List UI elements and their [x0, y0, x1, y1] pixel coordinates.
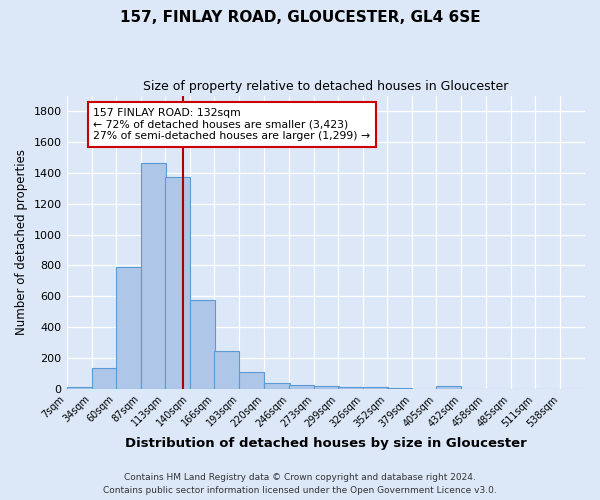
Bar — [190, 300, 215, 389]
Bar — [165, 176, 190, 389]
Bar — [387, 388, 412, 389]
Text: Contains HM Land Registry data © Crown copyright and database right 2024.
Contai: Contains HM Land Registry data © Crown c… — [103, 474, 497, 495]
Bar — [436, 386, 461, 389]
Bar — [214, 351, 239, 389]
Bar — [363, 387, 388, 389]
Bar — [338, 386, 363, 389]
Y-axis label: Number of detached properties: Number of detached properties — [15, 149, 28, 335]
Bar — [116, 267, 141, 389]
Bar — [92, 368, 117, 389]
Bar — [239, 372, 265, 389]
Bar — [67, 388, 92, 389]
Bar — [265, 382, 290, 389]
Bar — [141, 164, 166, 389]
Text: 157, FINLAY ROAD, GLOUCESTER, GL4 6SE: 157, FINLAY ROAD, GLOUCESTER, GL4 6SE — [119, 10, 481, 25]
X-axis label: Distribution of detached houses by size in Gloucester: Distribution of detached houses by size … — [125, 437, 527, 450]
Text: 157 FINLAY ROAD: 132sqm
← 72% of detached houses are smaller (3,423)
27% of semi: 157 FINLAY ROAD: 132sqm ← 72% of detache… — [94, 108, 371, 141]
Bar — [289, 385, 314, 389]
Title: Size of property relative to detached houses in Gloucester: Size of property relative to detached ho… — [143, 80, 508, 93]
Bar — [314, 386, 339, 389]
